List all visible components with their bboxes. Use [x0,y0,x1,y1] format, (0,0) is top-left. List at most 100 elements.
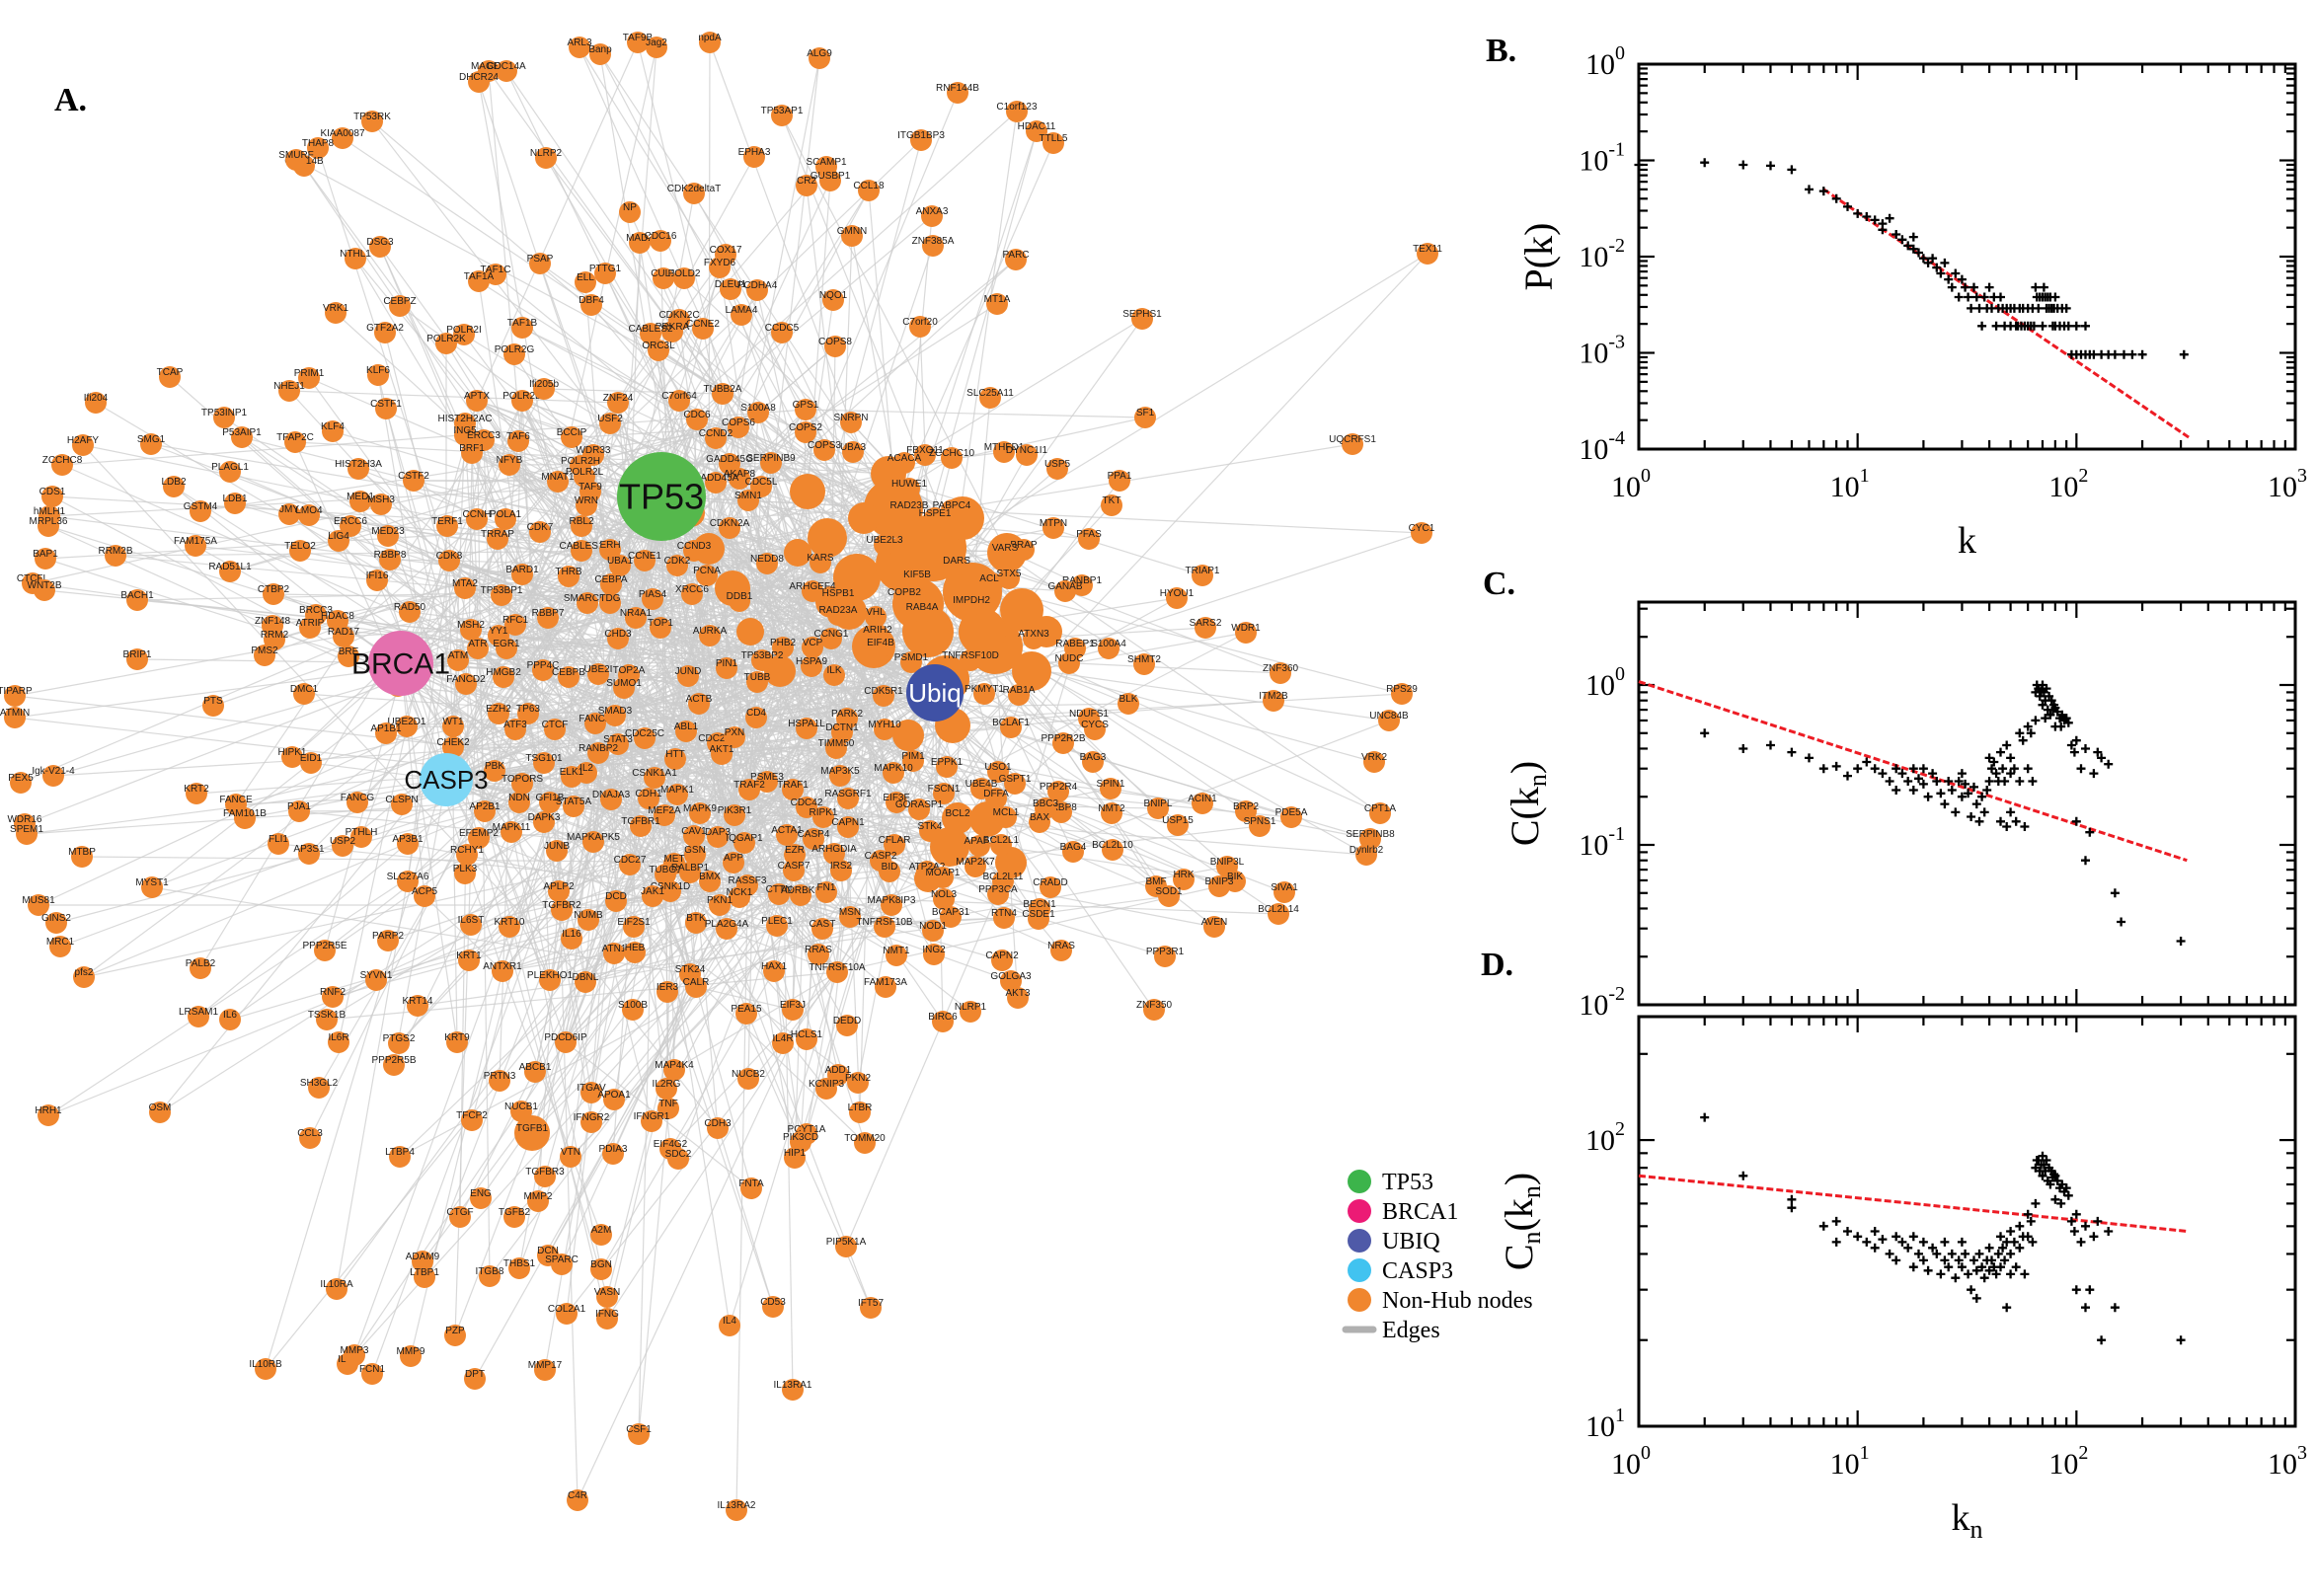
network-node-label: WDR1 [1231,623,1261,634]
network-node [874,534,895,556]
scatter-points [1634,158,2189,359]
network-node-label: EPHA3 [738,147,771,158]
network-node-label: MSH3 [367,494,395,505]
network-edge [521,400,551,981]
network-node-label: APAF1 [965,836,995,847]
network-node [190,500,211,522]
network-node [1118,693,1139,715]
network-node [839,906,861,928]
network-node [460,914,482,936]
network-node [629,232,651,254]
network-node-label: COPS8 [818,337,852,347]
network-edge [484,810,608,1320]
network-node [733,832,755,854]
network-node [648,340,669,361]
network-node [454,863,476,884]
network-node-label: FAM101B [223,808,267,819]
network-node-label: VTN [561,1147,580,1158]
network-node-label: TP53AP1 [761,106,804,116]
network-node-label: TGFB1 [516,1123,549,1134]
network-node-label: PDIA3 [599,1144,628,1155]
network-node [858,180,880,201]
network-edge [288,390,619,404]
network-node [73,966,95,988]
network-edge [199,560,450,969]
network-node-label: EFEMP2 [459,828,499,839]
network-node-label: IL16 [562,929,581,940]
network-node [202,695,224,717]
network-node-label: TUBB [744,672,771,683]
network-node [35,548,56,570]
network-node-label: RAD23B [890,500,929,511]
network-node [587,663,609,685]
network-node [28,894,49,916]
network-node [332,835,353,857]
network-node-label: BCL2L14 [1258,904,1299,915]
network-node [126,589,148,611]
network-node [837,788,859,809]
network-node [947,82,968,104]
network-node-label: MTA2 [452,578,478,589]
network-node [468,270,490,292]
hub-label-tp53: TP53 [619,477,704,517]
network-edge [445,779,780,895]
network-node-label: IFT57 [858,1298,885,1309]
network-node [751,649,773,671]
network-edge [400,662,936,694]
network-node [873,685,894,707]
network-node-label: CDC25C [625,728,664,739]
network-edge [400,662,425,897]
network-node-label: POLR2K [426,334,466,344]
network-node [823,843,845,865]
network-node-label: TGFBR2 [542,900,581,911]
network-node-label: SDC2 [665,1149,692,1160]
network-node [338,646,359,667]
network-node-label: SOD1 [1155,886,1183,897]
network-node-label: IL2 [579,763,593,774]
network-edge [505,565,621,649]
network-node [442,736,464,758]
network-node [712,383,733,405]
network-node [1167,814,1189,836]
network-node-label: NUCB1 [504,1102,538,1112]
network-node [461,442,483,464]
network-edge [448,560,936,694]
network-node [1192,565,1213,586]
network-node-label: SHMT2 [1127,654,1161,665]
network-edge [683,277,889,475]
network-node [796,797,817,818]
network-node-label: CDKN2A [710,518,750,529]
network-node [1173,869,1195,890]
network-node-label: TGFBR1 [621,816,660,827]
network-node-label: NLRP1 [955,1002,987,1013]
network-node [968,835,990,857]
network-node-label: CASP2 [865,851,897,862]
network-node-label: MAPK11 [493,822,531,833]
network-node [802,637,823,658]
network-node-label: JAK1 [641,886,664,897]
network-node-label: DDB1 [727,591,753,602]
network-node [188,1006,209,1027]
network-node-label: RCHY1 [450,845,484,856]
network-node [729,886,750,908]
network-node [666,784,688,805]
network-node-label: ALG9 [807,48,832,59]
network-node [533,811,555,833]
network-node-label: CEBPZ [383,296,416,307]
network-node-label: PSMD1 [894,652,929,663]
network-node [349,491,371,512]
network-node-label: EZR [785,845,805,856]
network-node-label: USP5 [1044,459,1071,470]
network-node-label: PMS2 [251,646,278,656]
network-node-label: PDCD6IP [544,1032,587,1043]
network-node [1109,470,1130,492]
network-node [231,426,253,448]
network-node-label: COPS6 [722,418,755,428]
network-node-label: LTBP4 [385,1147,415,1158]
network-node-label: CFLAR [879,835,911,846]
network-node-label: BAG3 [1080,752,1107,763]
network-node [908,798,930,820]
network-node [909,316,931,338]
network-node-label: TDG [599,593,620,604]
network-node [219,1009,241,1030]
